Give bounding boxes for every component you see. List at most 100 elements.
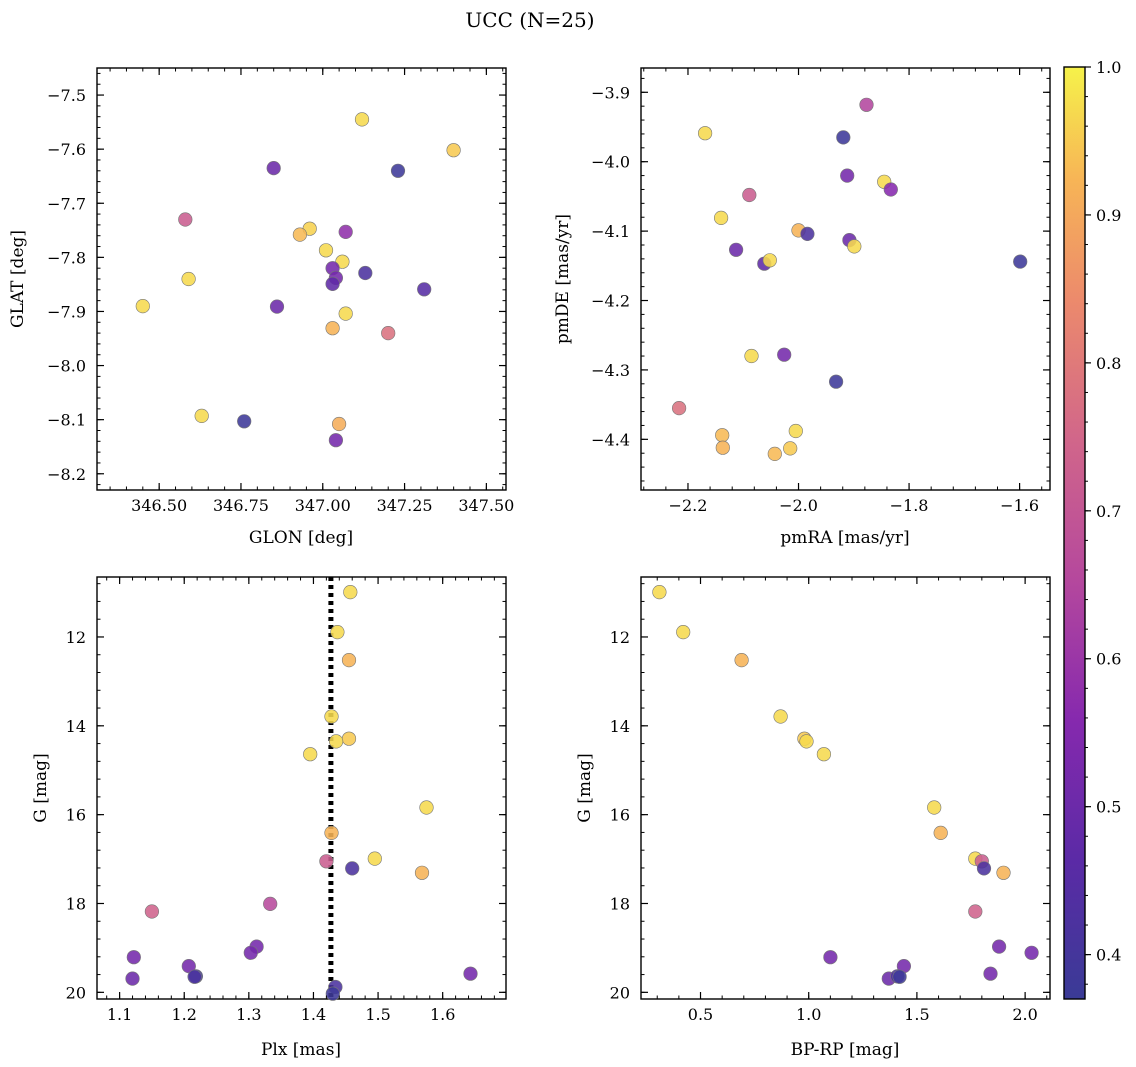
y-tick-label: 18 (66, 894, 86, 913)
data-point (1013, 254, 1028, 269)
data-point (417, 282, 432, 297)
data-point (968, 904, 983, 919)
data-point (144, 904, 159, 919)
data-point (328, 433, 344, 448)
data-point (828, 374, 844, 389)
data-point (324, 709, 339, 724)
panel-frame (96, 576, 507, 1000)
ticks-layer: −2.2 −2.0 −1.8 −1.6 −3.9 −4.0 −4.1 −4.2 −4.3 −4.4 (591, 68, 1050, 515)
data-point (178, 212, 193, 227)
y-tick-label: 12 (610, 628, 630, 647)
colorbar-gradient (1063, 66, 1086, 1000)
data-point (728, 242, 744, 257)
x-tick-label: −1.8 (890, 496, 929, 515)
y-tick-label: 14 (610, 717, 630, 736)
data-point (419, 800, 434, 815)
panel-frame (640, 67, 1051, 491)
x-tick-label: 346.75 (213, 496, 269, 515)
data-point (892, 969, 907, 984)
x-tick-label: 1.5 (365, 1005, 390, 1024)
panel-glon-glat: 346.50 346.75 347.00 347.25 347.50 −7.5 −7.6 −7… (8, 67, 514, 548)
data-point (840, 168, 855, 183)
y-tick-label: −8.2 (47, 465, 86, 484)
data-point (125, 971, 140, 986)
y-tick-label: −4.4 (591, 430, 630, 449)
panel-frame (640, 576, 1051, 1000)
points-layer (652, 584, 1039, 986)
data-point (390, 163, 406, 178)
data-point (715, 428, 730, 443)
y-tick-label: −7.7 (47, 194, 86, 213)
y-axis-label: pmDE [mas/yr] (553, 214, 573, 344)
colorbar-tick-label: 0.7 (1096, 502, 1121, 521)
data-point (883, 182, 898, 197)
y-tick-label: −7.9 (47, 302, 86, 321)
colorbar: 0.4 0.5 0.6 0.7 0.8 0.9 1.0 (1063, 58, 1121, 1000)
y-tick-label: −8.0 (47, 357, 86, 376)
data-point (330, 624, 345, 640)
data-point (799, 734, 814, 749)
x-tick-label: 346.50 (131, 496, 187, 515)
y-axis-label: G [mag] (31, 753, 51, 822)
data-point (859, 97, 874, 112)
data-point (319, 854, 334, 869)
data-point (983, 966, 998, 981)
data-point (329, 734, 344, 749)
data-point (773, 709, 788, 724)
data-point (381, 326, 396, 341)
data-point (292, 227, 308, 242)
data-point (671, 401, 687, 416)
data-point (816, 747, 832, 762)
ticks-layer: 0.5 1.0 1.5 2.0 12 14 16 18 20 (610, 577, 1050, 1024)
x-axis-label: Plx [mas] (261, 1040, 341, 1060)
data-point (341, 652, 357, 668)
x-tick-label: 1.5 (904, 1005, 929, 1024)
y-tick-label: 14 (66, 717, 86, 736)
y-tick-label: −4.3 (591, 361, 630, 380)
data-point (927, 800, 942, 815)
panel-plx-g: 1.1 1.2 1.3 1.4 1.5 1.6 12 14 16 18 20 Plx [mas] G… (31, 576, 507, 1060)
colorbar-tick-label: 0.8 (1096, 354, 1121, 373)
y-tick-label: −8.1 (47, 411, 86, 430)
data-point (783, 441, 798, 456)
y-tick-label: 12 (66, 628, 86, 647)
y-tick-label: 16 (610, 806, 630, 825)
data-point (1024, 945, 1039, 960)
x-tick-label: −2.0 (779, 496, 818, 515)
data-point (742, 187, 757, 203)
colorbar-tick-label: 0.6 (1096, 650, 1121, 669)
y-tick-label: 20 (66, 983, 86, 1002)
x-axis-label: BP-RP [mag] (791, 1040, 900, 1060)
points-layer (671, 97, 1028, 462)
x-tick-label: 1.4 (301, 1005, 326, 1024)
data-point (652, 584, 667, 600)
data-point (181, 271, 196, 287)
figure-title: UCC (N=25) (465, 8, 594, 32)
y-axis-label: G [mag] (575, 753, 595, 822)
data-point (847, 239, 862, 254)
y-tick-label: −4.2 (591, 292, 630, 311)
data-point (135, 299, 150, 314)
y-tick-label: 20 (610, 983, 630, 1002)
colorbar-ticks-layer: 0.4 0.5 0.6 0.7 0.8 0.9 1.0 (1085, 58, 1121, 985)
data-point (343, 584, 358, 600)
data-point (767, 446, 782, 462)
data-point (243, 945, 258, 960)
data-point (318, 243, 334, 258)
data-point (345, 861, 360, 876)
x-tick-label: 347.25 (377, 496, 433, 515)
colorbar-tick-label: 0.9 (1096, 206, 1121, 225)
panel-frame (96, 67, 507, 491)
data-point (414, 865, 430, 880)
data-point (744, 348, 759, 364)
data-point (126, 950, 141, 965)
data-point (269, 299, 285, 314)
data-point (446, 143, 461, 158)
data-point (194, 408, 209, 424)
data-point (187, 969, 202, 984)
y-tick-label: 18 (610, 894, 630, 913)
y-tick-label: −4.1 (591, 222, 630, 241)
x-tick-label: 1.6 (430, 1005, 455, 1024)
data-point (266, 161, 281, 176)
